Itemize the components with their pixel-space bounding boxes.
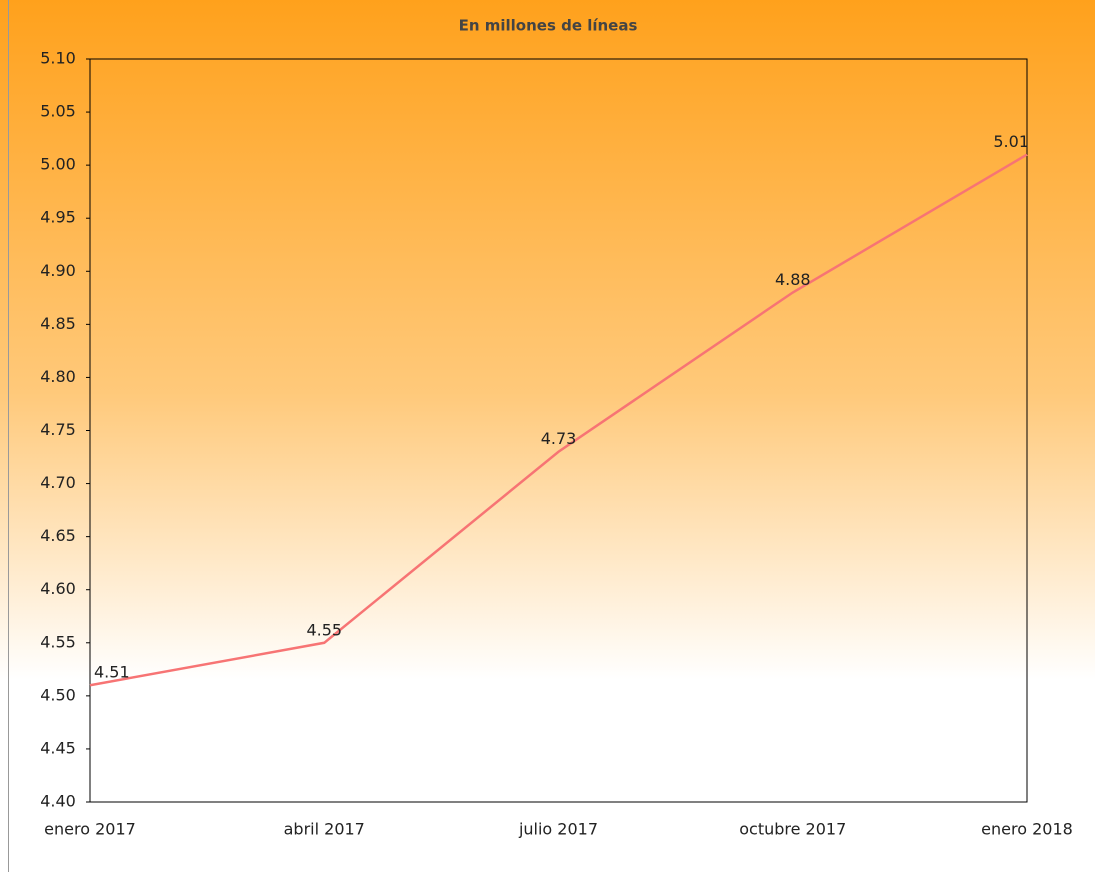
- data-label: 4.51: [94, 663, 130, 682]
- x-tick-label: abril 2017: [284, 820, 365, 839]
- y-tick-label: 4.60: [40, 579, 76, 598]
- y-tick-label: 5.10: [40, 49, 76, 68]
- y-tick-label: 4.40: [40, 792, 76, 811]
- y-tick-label: 4.70: [40, 473, 76, 492]
- y-tick-label: 5.05: [40, 102, 76, 121]
- chart-title: En millones de líneas: [459, 17, 638, 35]
- y-tick-label: 4.95: [40, 208, 76, 227]
- data-label: 4.73: [541, 429, 577, 448]
- data-label: 4.55: [306, 620, 342, 639]
- y-tick-label: 4.85: [40, 314, 76, 333]
- x-tick-label: enero 2017: [44, 820, 136, 839]
- y-tick-label: 4.45: [40, 738, 76, 757]
- x-tick-label: enero 2018: [981, 820, 1073, 839]
- y-tick-label: 4.80: [40, 367, 76, 386]
- y-tick-label: 4.90: [40, 261, 76, 280]
- data-label: 4.88: [775, 270, 811, 289]
- y-tick-label: 4.50: [40, 685, 76, 704]
- data-label: 5.01: [993, 132, 1029, 151]
- y-tick-label: 5.00: [40, 155, 76, 174]
- x-tick-label: julio 2017: [518, 820, 598, 839]
- line: [89, 153, 1028, 687]
- y-tick-label: 4.55: [40, 632, 76, 651]
- x-tick-label: octubre 2017: [739, 820, 846, 839]
- y-tick-label: 4.75: [40, 420, 76, 439]
- y-tick-label: 4.65: [40, 526, 76, 545]
